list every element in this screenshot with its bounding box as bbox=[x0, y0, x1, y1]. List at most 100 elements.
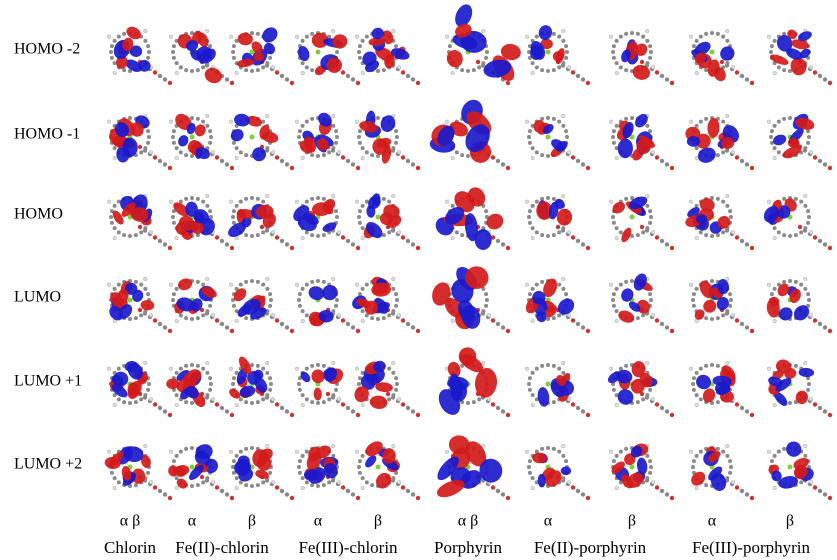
hydrogen bbox=[731, 230, 735, 234]
atom bbox=[552, 447, 556, 451]
atom bbox=[261, 65, 265, 69]
orbital-image bbox=[166, 361, 234, 417]
atom bbox=[201, 480, 205, 484]
hydrogen bbox=[143, 444, 147, 448]
atom bbox=[250, 234, 254, 238]
hydrogen bbox=[169, 450, 173, 454]
atom bbox=[612, 388, 616, 392]
hydrogen bbox=[561, 114, 565, 118]
atom bbox=[163, 77, 167, 81]
atom bbox=[341, 70, 345, 74]
atom bbox=[394, 388, 398, 392]
hydrogen bbox=[651, 313, 655, 317]
atom bbox=[232, 209, 236, 213]
atom bbox=[179, 65, 183, 69]
atom bbox=[716, 316, 720, 320]
hydrogen bbox=[169, 120, 173, 124]
atom bbox=[268, 56, 272, 60]
hydrogen bbox=[397, 397, 401, 401]
atom bbox=[158, 322, 162, 326]
atom bbox=[828, 166, 832, 170]
atom bbox=[615, 124, 619, 128]
atom bbox=[376, 69, 380, 73]
atom bbox=[535, 150, 539, 154]
atom bbox=[301, 476, 305, 480]
hydrogen bbox=[107, 120, 111, 124]
hydrogen bbox=[265, 444, 269, 448]
atom bbox=[745, 325, 749, 329]
atom bbox=[615, 39, 619, 43]
atom bbox=[636, 316, 640, 320]
atom bbox=[460, 233, 464, 237]
atom bbox=[531, 61, 535, 65]
atom bbox=[818, 239, 822, 243]
atom bbox=[807, 382, 811, 386]
spin-label: α bbox=[544, 513, 553, 530]
hydrogen bbox=[113, 71, 117, 75]
atom bbox=[670, 329, 674, 333]
row-label: HOMO -1 bbox=[14, 126, 80, 143]
atom bbox=[806, 209, 810, 213]
atom bbox=[576, 239, 580, 243]
hydrogen bbox=[337, 397, 341, 401]
atom bbox=[290, 246, 294, 250]
atom bbox=[139, 313, 143, 317]
atom bbox=[175, 371, 179, 375]
atom bbox=[280, 406, 284, 410]
atom bbox=[220, 239, 224, 243]
atom bbox=[803, 226, 807, 230]
atom bbox=[645, 204, 649, 208]
hydrogen bbox=[445, 120, 449, 124]
atom bbox=[356, 246, 360, 250]
hydrogen bbox=[567, 65, 571, 69]
hydrogen bbox=[107, 200, 111, 204]
hydrogen bbox=[609, 283, 613, 287]
hydrogen bbox=[773, 486, 777, 490]
atom bbox=[205, 393, 209, 397]
atom bbox=[728, 209, 732, 213]
atom bbox=[256, 280, 260, 284]
atom bbox=[201, 120, 205, 124]
atom bbox=[310, 233, 314, 237]
atom bbox=[361, 226, 365, 230]
atom bbox=[109, 215, 113, 219]
atom bbox=[485, 50, 489, 54]
atom bbox=[310, 400, 314, 404]
atom bbox=[576, 406, 580, 410]
atom bbox=[531, 146, 535, 150]
atom bbox=[316, 196, 320, 200]
atom bbox=[280, 159, 284, 163]
atom bbox=[660, 406, 664, 410]
atom bbox=[624, 280, 628, 284]
atom bbox=[305, 313, 309, 317]
hydrogen bbox=[149, 230, 153, 234]
atom bbox=[244, 153, 248, 157]
atom bbox=[310, 364, 314, 368]
hydrogen bbox=[355, 283, 359, 287]
hydrogen bbox=[615, 236, 619, 240]
atom bbox=[576, 159, 580, 163]
orbital-image bbox=[525, 24, 590, 86]
atom bbox=[301, 393, 305, 397]
hydrogen bbox=[803, 361, 807, 365]
atom bbox=[301, 309, 305, 313]
atom bbox=[244, 447, 248, 451]
atom bbox=[244, 233, 248, 237]
atom bbox=[640, 60, 644, 64]
atom bbox=[346, 322, 350, 326]
atom bbox=[128, 116, 132, 120]
atom bbox=[721, 35, 725, 39]
atom bbox=[175, 454, 179, 458]
atom bbox=[310, 153, 314, 157]
orbital-image bbox=[429, 263, 510, 333]
atom bbox=[725, 204, 729, 208]
hydrogen bbox=[567, 150, 571, 154]
atom bbox=[225, 492, 229, 496]
atom bbox=[184, 364, 188, 368]
atom bbox=[225, 242, 229, 246]
hydrogen bbox=[397, 150, 401, 154]
atom bbox=[612, 459, 616, 463]
atom bbox=[546, 317, 550, 321]
atom bbox=[201, 367, 205, 371]
atom bbox=[175, 287, 179, 291]
